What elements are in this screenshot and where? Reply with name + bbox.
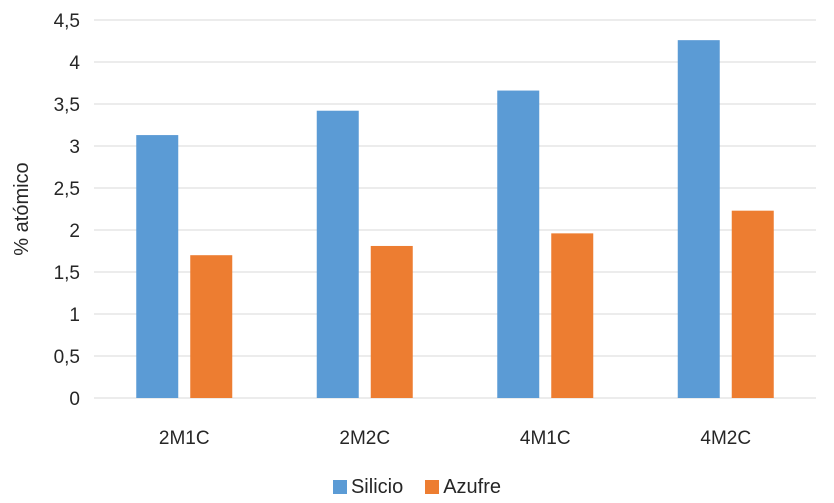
legend-label-azufre: Azufre (443, 475, 502, 498)
bar-azufre-4m1c (551, 233, 594, 398)
x-tick-label: 2M1C (159, 428, 210, 449)
bar-azufre-2m2c (370, 245, 413, 398)
legend-swatch-azufre (425, 480, 440, 494)
y-tick-label: 4,5 (54, 11, 80, 32)
legend: Silicio Azufre (0, 474, 834, 500)
bar-azufre-2m1c (190, 255, 233, 398)
bars (136, 40, 774, 398)
bar-silicio-2m2c (316, 110, 359, 398)
legend-item-azufre: Azufre (425, 476, 501, 499)
y-tick-label: 0,5 (54, 347, 80, 368)
y-tick-label: 4 (69, 53, 80, 74)
x-tick-labels: 2M1C 2M2C 4M1C 4M2C (159, 428, 751, 449)
y-tick-labels: 0 0,5 1 1,5 2 2,5 3 3,5 4 4,5 (54, 11, 81, 410)
y-tick-label: 1 (69, 305, 80, 326)
y-tick-label: 1,5 (54, 263, 80, 284)
y-tick-label: 2,5 (54, 179, 80, 200)
x-tick-label: 4M1C (520, 428, 571, 449)
bar-silicio-4m2c (677, 40, 720, 398)
legend-item-silicio: Silicio (332, 475, 404, 499)
y-axis-title: % atómico (11, 162, 33, 255)
legend-swatch-silicio (332, 480, 347, 494)
bar-silicio-4m1c (497, 90, 540, 398)
bar-chart: 0 0,5 1 1,5 2 2,5 3 3,5 4 4,5 2M1C 2M2C 4M1C 4M2C % … (11, 11, 816, 449)
bar-silicio-2m1c (136, 135, 179, 398)
y-tick-label: 3,5 (54, 95, 80, 116)
bar-azufre-4m2c (731, 210, 774, 398)
x-tick-label: 2M2C (339, 428, 390, 449)
legend-label-silicio: Silicio (350, 475, 404, 498)
y-tick-label: 3 (69, 137, 80, 158)
y-tick-label: 0 (69, 389, 80, 410)
y-tick-label: 2 (69, 221, 80, 242)
x-tick-label: 4M2C (700, 428, 751, 449)
